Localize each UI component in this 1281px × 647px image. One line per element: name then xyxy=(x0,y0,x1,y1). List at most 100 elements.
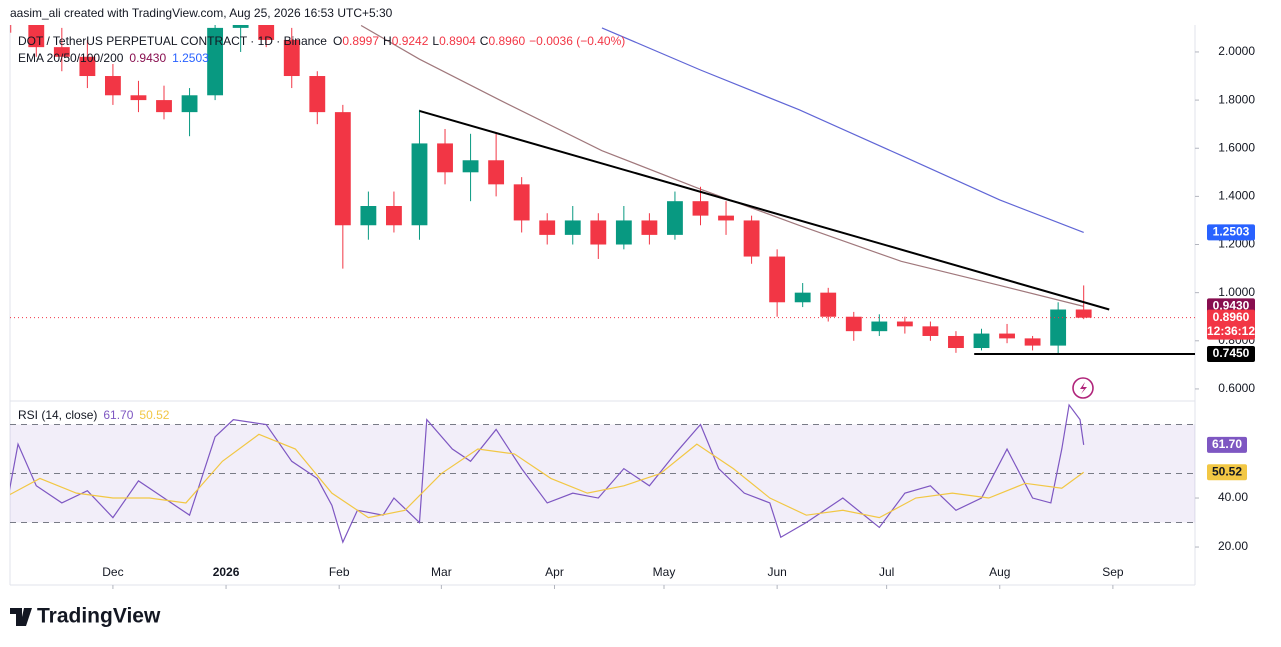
candle-body xyxy=(104,76,121,96)
rsi-legend: RSI (14, close) 61.70 50.52 xyxy=(18,408,170,422)
ohlc-key: L xyxy=(432,34,439,48)
ema-badge-label: 0.9430 xyxy=(1213,299,1250,313)
ema-title: EMA 20/50/100/200 xyxy=(18,51,124,65)
candle-body xyxy=(615,220,632,245)
candle-body xyxy=(258,25,275,40)
ohlc-value: 0.8904 xyxy=(439,34,476,48)
candle-body xyxy=(334,112,351,226)
x-tick-label: Feb xyxy=(329,565,350,579)
trendline xyxy=(419,109,1110,311)
candle-body xyxy=(53,47,70,57)
symbol: DOT / TetherUS PERPETUAL CONTRACT · 1D ·… xyxy=(18,34,327,48)
candle-body xyxy=(360,206,377,226)
candle-body xyxy=(1050,309,1067,346)
ema-badge-label: 1.2503 xyxy=(1213,225,1250,239)
brand: TradingView xyxy=(37,605,161,628)
candle-body xyxy=(667,201,683,235)
candle-body xyxy=(948,335,964,349)
ohlc-key: O xyxy=(333,34,342,48)
rsi-title: RSI (14, close) xyxy=(18,408,97,422)
y-tick-label: 1.4000 xyxy=(1218,189,1255,203)
candle-body xyxy=(437,143,453,173)
x-tick-label: Aug xyxy=(989,565,1010,579)
candle-body xyxy=(871,321,888,332)
overlay: 0.60000.80001.00001.20001.40001.60001.80… xyxy=(18,34,1255,589)
x-tick-label: 2026 xyxy=(213,565,240,579)
logo xyxy=(10,608,32,626)
candle-body xyxy=(156,100,172,113)
y-tick-label: 1.0000 xyxy=(1218,285,1255,299)
candle-body xyxy=(641,220,658,235)
ema-badge xyxy=(1207,224,1255,241)
rsi-line xyxy=(10,403,1085,544)
candle-body xyxy=(692,201,709,216)
rsi-pane xyxy=(10,403,1195,544)
last-price-badge-label: 12:36:12 xyxy=(1207,324,1255,338)
candle-body xyxy=(386,206,402,226)
y-tick-label: 40.00 xyxy=(1218,490,1248,504)
rsi-band xyxy=(10,424,1195,523)
last-price-badge-label: 0.8960 xyxy=(1213,310,1250,324)
candle-body xyxy=(207,27,224,96)
candle-body xyxy=(922,326,939,336)
candle-body xyxy=(794,292,811,303)
x-tick-label: Jun xyxy=(767,565,786,579)
x-tick-label: Dec xyxy=(102,565,123,579)
candle-body xyxy=(462,160,479,173)
candle-body xyxy=(845,316,862,332)
rsi-value: 50.52 xyxy=(139,408,169,422)
rsi-value: 61.70 xyxy=(103,408,133,422)
rsi-line xyxy=(10,433,1085,519)
candle-body xyxy=(130,95,147,101)
last-price-badge xyxy=(1207,309,1255,340)
ema-legend: EMA 20/50/100/200 0.9430 1.2503 xyxy=(18,51,209,65)
candle-body xyxy=(488,160,505,185)
ohlc-key: C xyxy=(480,34,489,48)
candle-body xyxy=(181,95,198,113)
y-tick-label: 20.00 xyxy=(1218,539,1248,553)
candle-body xyxy=(896,321,913,327)
candle-body xyxy=(283,39,300,77)
candle-body xyxy=(513,184,530,221)
x-tick-label: May xyxy=(653,565,676,579)
y-tick-label: 2.0000 xyxy=(1218,44,1255,58)
ohlc-value: 0.8960 xyxy=(488,34,525,48)
candle-body xyxy=(411,143,428,226)
alert-icon xyxy=(1072,377,1094,399)
candle-body xyxy=(743,220,760,257)
candle-body xyxy=(564,220,581,235)
rsi-badge xyxy=(1207,464,1247,481)
x-tick-label: Mar xyxy=(431,565,452,579)
candle-body xyxy=(999,333,1015,339)
change: −0.0036 (−0.40%) xyxy=(529,34,625,48)
y-tick-label: 1.8000 xyxy=(1218,92,1255,106)
rsi-badge-label: 61.70 xyxy=(1212,437,1242,451)
candle-body xyxy=(590,220,607,245)
ema-value: 1.2503 xyxy=(172,51,209,65)
candle-body xyxy=(769,256,786,303)
ohlc-value: 0.8997 xyxy=(342,34,379,48)
candle-body xyxy=(232,25,249,28)
candle-body xyxy=(1075,309,1092,318)
x-tick-label: Sep xyxy=(1102,565,1124,579)
credit: aasim_ali created with TradingView.com, … xyxy=(10,6,393,20)
rsi-badge xyxy=(1207,436,1247,453)
candle-body xyxy=(309,76,326,113)
candle-body xyxy=(718,215,734,221)
rsi-badge-label: 50.52 xyxy=(1212,464,1242,478)
y-tick-label: 1.6000 xyxy=(1218,140,1255,154)
price-pane xyxy=(10,25,1195,356)
ema-value: 0.9430 xyxy=(129,51,166,65)
candle-body xyxy=(820,292,837,317)
candle-body xyxy=(79,56,96,77)
candle-body xyxy=(973,333,990,349)
x-tick-label: Jul xyxy=(879,565,894,579)
candle-body xyxy=(539,220,556,235)
candle-body xyxy=(28,25,45,48)
support-badge-label: 0.7450 xyxy=(1213,346,1250,360)
support-badge xyxy=(1207,346,1255,363)
candle-body xyxy=(1024,338,1041,346)
ohlc-value: 0.9242 xyxy=(392,34,429,48)
symbol-legend: DOT / TetherUS PERPETUAL CONTRACT · 1D ·… xyxy=(18,34,625,48)
